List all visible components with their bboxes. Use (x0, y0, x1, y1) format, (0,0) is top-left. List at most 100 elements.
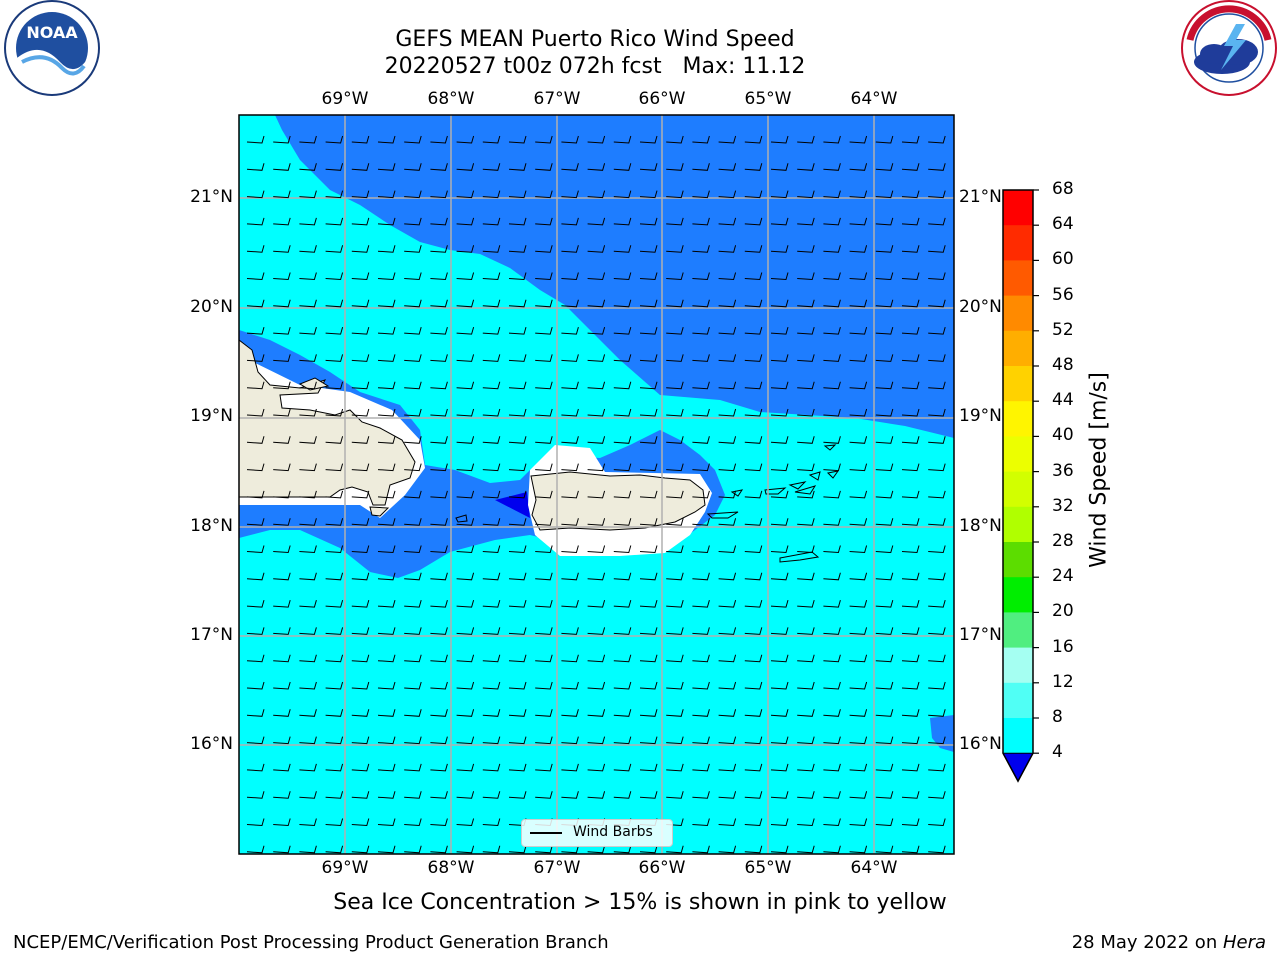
wind-barb (508, 599, 527, 608)
wind-barb (849, 545, 868, 554)
wind-barb (797, 463, 815, 472)
wind-barb (718, 354, 737, 362)
wind-barb (404, 326, 422, 335)
wind-barb (587, 599, 606, 608)
wind-barb (718, 326, 737, 335)
wind-barb (797, 763, 815, 772)
wind-barb (351, 163, 370, 171)
wind-barb (325, 245, 344, 253)
wind-barb (508, 518, 527, 526)
wind-barb (377, 135, 396, 144)
wind-barb (797, 736, 815, 745)
colorbar-segment (1003, 506, 1033, 543)
wind-barb (797, 354, 815, 362)
wind-barb (377, 709, 396, 717)
wind-barb (561, 190, 579, 199)
wind-barb (613, 190, 632, 199)
wind-barb (535, 408, 553, 417)
wind-barb (535, 217, 553, 226)
wind-barb (823, 818, 841, 827)
wind-barb (797, 272, 815, 281)
wind-barb (823, 299, 841, 308)
wind-barb (482, 709, 501, 717)
wind-barb (351, 599, 370, 608)
wind-barb (875, 818, 894, 827)
wind-barb (404, 245, 422, 253)
wind-barb (508, 736, 527, 745)
wind-barb (875, 654, 894, 663)
wind-barb (587, 408, 606, 417)
wind-barb (639, 572, 658, 581)
wind-barb (273, 791, 291, 799)
wind-barb (639, 599, 658, 608)
wind-barb (770, 791, 789, 799)
wind-barb (901, 709, 920, 717)
wind-barb (456, 681, 475, 690)
wind-barb (273, 163, 291, 171)
wind-barb (901, 654, 920, 663)
wind-barb (325, 408, 344, 417)
wind-barb (639, 190, 658, 199)
wind-barb (508, 681, 527, 690)
wind-barb (246, 845, 265, 854)
wind-barb (823, 599, 841, 608)
wind-barb (692, 490, 710, 499)
wind-barb (744, 436, 763, 444)
wind-barb (666, 545, 684, 554)
wind-barb (875, 408, 894, 417)
lat-label-left: 21°N (190, 187, 233, 207)
wind-barb (246, 572, 265, 581)
wind-barb (456, 599, 475, 608)
wind-barb (273, 217, 291, 226)
wind-barb (404, 163, 422, 171)
wind-barb (587, 326, 606, 335)
wind-barb (273, 245, 291, 253)
wind-barb (823, 627, 841, 635)
wind-barb (849, 299, 868, 308)
wind-barb (613, 518, 632, 526)
wind-barb (325, 518, 344, 526)
wind-barb (561, 627, 579, 635)
wind-barb (482, 217, 501, 226)
wind-barb (587, 190, 606, 199)
wind-barb (482, 135, 501, 144)
wind-barb (246, 627, 265, 635)
wind-barb (508, 572, 527, 581)
wind-barb (561, 463, 579, 472)
wind-barb (849, 408, 868, 417)
legend-line-swatch (530, 832, 562, 834)
wind-barb (561, 408, 579, 417)
wind-barb (875, 354, 894, 362)
wind-barb (404, 490, 422, 499)
wind-barb (299, 354, 317, 362)
wind-barb (482, 163, 501, 171)
sea-ice-note: Sea Ice Concentration > 15% is shown in … (333, 890, 947, 915)
lat-label-left: 18°N (190, 516, 233, 536)
wind-barb (430, 627, 448, 635)
colorbar-tick-label: 44 (1052, 390, 1074, 411)
wind-barb (613, 354, 632, 362)
wind-barb (377, 545, 396, 554)
wind-barb (456, 217, 475, 226)
wind-barb (377, 627, 396, 635)
wind-barb (508, 354, 527, 362)
wind-barb (404, 463, 422, 472)
wind-barb (613, 408, 632, 417)
wind-barb (430, 763, 448, 772)
wind-barb (508, 326, 527, 335)
wind-barb (482, 190, 501, 199)
wind-barb (666, 791, 684, 799)
wind-barb (718, 518, 737, 526)
wind-barb (823, 217, 841, 226)
wind-barb (535, 518, 553, 526)
wind-barb (613, 135, 632, 144)
wind-barb (639, 490, 658, 499)
wind-barb (692, 163, 710, 171)
wind-barb (430, 845, 448, 854)
wind-barb (928, 326, 946, 335)
wind-barb (901, 490, 920, 499)
wind-barb (404, 818, 422, 827)
wind-barb (692, 354, 710, 362)
footer-date: 28 May 2022 on Hera (1072, 932, 1266, 953)
wind-barb (797, 163, 815, 171)
